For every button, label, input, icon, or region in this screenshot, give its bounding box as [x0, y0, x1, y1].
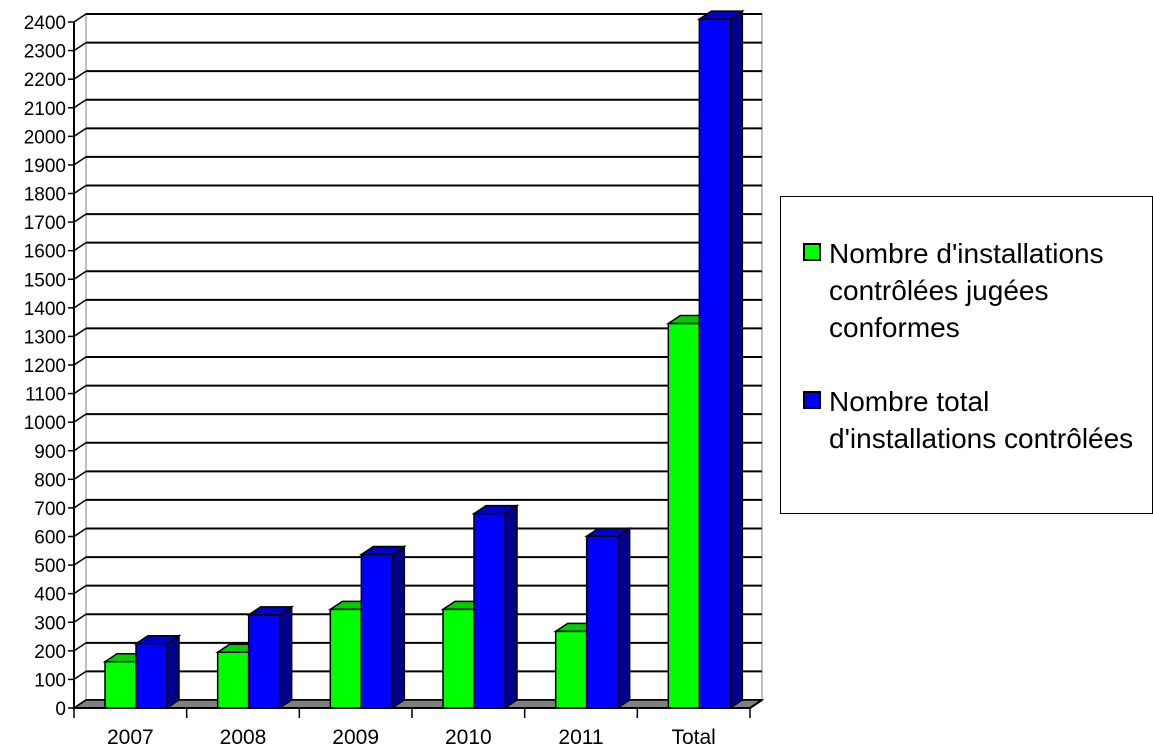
bar-side-2011-s1: [616, 526, 631, 710]
y-tick-label: 900: [34, 442, 66, 463]
legend-swatch-blue: [803, 391, 821, 409]
x-axis-end: [749, 699, 763, 709]
bar-side-2007-s1: [166, 634, 180, 710]
y-tick-label: 2400: [24, 13, 66, 34]
bar-2011-s1: [585, 535, 619, 709]
y-tick-label: 1400: [24, 299, 66, 320]
x-tick-label-2008: 2008: [220, 726, 267, 749]
gridline-side: [73, 242, 87, 252]
gridline-side: [73, 127, 87, 137]
x-axis-ticks: 2007 2008 2009 2010 2011 Total: [73, 708, 751, 749]
bars: [102, 9, 745, 710]
bar-Total-s0: [667, 322, 701, 709]
bar-side-2009-s1: [391, 545, 406, 710]
bar-Total-s1: [698, 18, 732, 709]
y-tick-label: 1200: [24, 356, 66, 377]
gridline-side: [73, 13, 87, 23]
x-tick-label-2010: 2010: [445, 726, 492, 749]
gridline-side: [73, 613, 87, 623]
y-tick-label: 1300: [24, 327, 66, 348]
legend-label-total: Nombre total d'installations contrôlées: [829, 386, 1134, 454]
bar-2009-s0: [329, 608, 363, 709]
gridline-side: [73, 642, 87, 652]
bar-2009-s1: [360, 553, 394, 709]
gridlines: [73, 13, 762, 709]
bar-2011-s0: [554, 630, 588, 709]
legend-swatch-green: [803, 243, 821, 261]
legend: Nombre d'installations contrôlées jugées…: [780, 196, 1153, 514]
bar-2010-s1: [473, 512, 506, 709]
gridline-side: [73, 213, 87, 223]
y-tick-label: 2000: [24, 127, 66, 148]
bar-side-Total-s1: [729, 9, 744, 710]
bar-2007-s1: [135, 642, 168, 709]
y-tick-label: 600: [34, 528, 66, 549]
gridline-side: [73, 356, 87, 366]
y-tick-label: 2100: [24, 99, 66, 120]
gridline-side: [73, 585, 87, 595]
y-axis-ticks: 0 100 200 300 400 500 600 700 800 900 1000 1100 1200…: [24, 13, 74, 720]
bar-side-2010-s1: [504, 504, 518, 710]
gridline-side: [73, 299, 87, 309]
y-tick-label: 1700: [24, 213, 66, 234]
legend-item-conformes: Nombre d'installations contrôlées jugées…: [803, 235, 1149, 346]
bar-2008-s1: [247, 614, 281, 709]
y-tick-label: 400: [34, 585, 66, 606]
y-tick-label: 300: [34, 613, 66, 634]
y-tick-label: 100: [34, 670, 66, 691]
gridline-side: [73, 156, 87, 166]
y-tick-label: 2200: [24, 70, 66, 91]
y-tick-label: 1100: [25, 385, 66, 406]
gridline-side: [73, 499, 87, 509]
bar-2008-s0: [216, 651, 250, 709]
y-tick-label: 1000: [24, 413, 66, 434]
gridline-side: [73, 556, 87, 566]
legend-item-total: Nombre total d'installations contrôlées: [803, 383, 1149, 457]
y-tick-label: 500: [34, 556, 66, 577]
bar-side-2008-s1: [278, 605, 293, 710]
gridline-side: [73, 527, 87, 538]
gridline-side: [73, 99, 87, 109]
y-tick-label: 1500: [24, 270, 66, 291]
y-tick-label: 2300: [24, 42, 66, 63]
gridline-side: [73, 442, 87, 452]
y-tick-label: 1600: [24, 242, 66, 263]
y-tick-label: 0: [55, 699, 66, 720]
bar-2007-s0: [104, 660, 137, 709]
y-tick-label: 700: [34, 499, 66, 520]
y-tick-label: 1900: [24, 156, 66, 177]
y-tick-label: 800: [34, 470, 66, 491]
gridline-side: [73, 184, 87, 195]
y-tick-label: 1800: [24, 185, 66, 206]
y-tick-label: 200: [34, 642, 66, 663]
x-tick-label-2009: 2009: [332, 726, 379, 749]
x-tick-label-Total: Total: [671, 726, 715, 749]
bar-2010-s0: [442, 608, 475, 709]
gridline-side: [73, 384, 87, 395]
gridline-side: [73, 413, 87, 423]
gridline-side: [73, 270, 87, 280]
gridline-side: [73, 470, 87, 480]
gridline-side: [73, 41, 87, 52]
gridline-side: [73, 70, 87, 80]
gridline-side: [73, 327, 87, 338]
x-tick-label-2011: 2011: [558, 726, 603, 749]
gridline-side: [73, 670, 87, 681]
x-tick-label-2007: 2007: [107, 726, 154, 749]
legend-label-conformes: Nombre d'installations contrôlées jugées…: [829, 238, 1104, 343]
